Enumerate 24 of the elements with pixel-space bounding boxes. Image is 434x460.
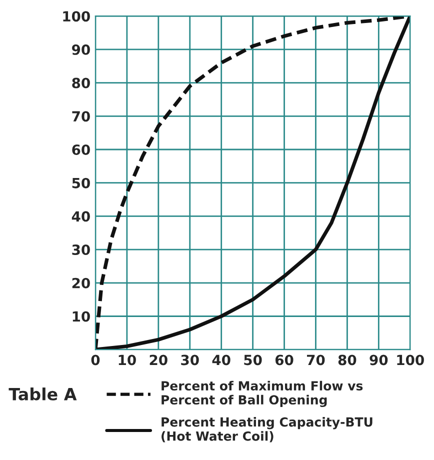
- y-tick-label: 10: [72, 311, 90, 322]
- x-tick-label: 30: [181, 354, 199, 366]
- x-tick-label: 0: [91, 354, 100, 366]
- x-tick-label: 20: [150, 354, 168, 366]
- x-tick-label: 10: [118, 354, 136, 366]
- x-tick-label: 60: [275, 354, 294, 366]
- x-tick-label: 80: [338, 354, 356, 366]
- y-tick-label: 40: [72, 211, 90, 222]
- y-tick-label: 30: [72, 244, 90, 256]
- x-tick-label: 50: [244, 354, 262, 366]
- x-tick-label: 70: [307, 354, 325, 366]
- x-tick-label: 100: [397, 354, 424, 366]
- x-tick-label: 90: [370, 354, 388, 366]
- y-tick-label: 90: [72, 44, 90, 55]
- y-tick-label: 60: [72, 144, 90, 155]
- y-tick-label: 100: [63, 11, 90, 22]
- legend-label: Percent of Maximum Flow vs Percent of Ball Opening: [162, 380, 363, 408]
- x-tick-label: 40: [212, 354, 230, 366]
- text: Table A: [8, 388, 77, 400]
- y-tick-label: 50: [72, 178, 90, 188]
- y-tick-label: 20: [72, 278, 90, 288]
- y-tick-label: 70: [72, 111, 90, 122]
- y-tick-label: 80: [72, 78, 90, 88]
- legend-label: Percent Heating Capacity-BTU (Hot Water Coil): [162, 417, 372, 442]
